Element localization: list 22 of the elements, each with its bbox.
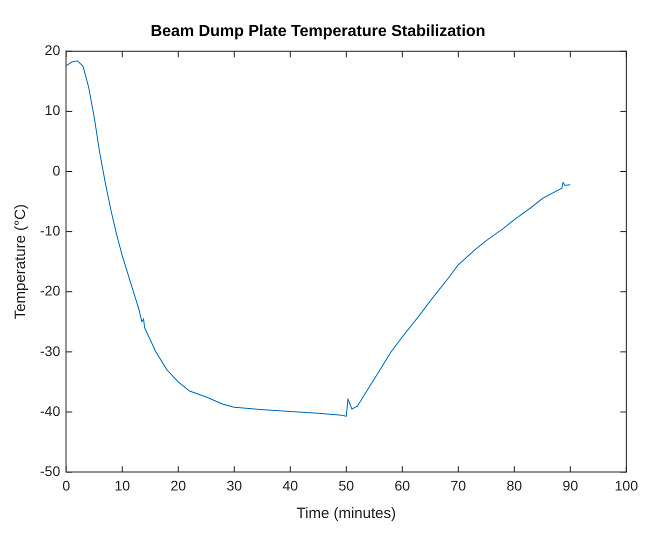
x-tick-label: 100 — [614, 477, 638, 494]
y-tick-label: 20 — [44, 42, 60, 58]
y-tick-label: -30 — [40, 342, 60, 359]
x-tick-label: 30 — [226, 477, 242, 494]
y-axis-title: Temperature (°C) — [12, 204, 30, 320]
x-tick-label: 0 — [62, 477, 70, 494]
x-tick-label: 50 — [338, 477, 354, 494]
x-tick-label: 10 — [114, 477, 130, 494]
y-tick-label: 0 — [52, 162, 60, 178]
y-tick-label: -50 — [40, 463, 60, 480]
x-tick-label: 60 — [394, 477, 410, 494]
y-tick-label: -40 — [40, 402, 60, 419]
x-tick-label: 70 — [450, 477, 466, 494]
y-tick-label: -10 — [40, 222, 60, 238]
x-tick-label: 40 — [282, 477, 298, 494]
y-tick-label: -20 — [40, 282, 60, 299]
chart-title: Beam Dump Plate Temperature Stabilization — [150, 23, 486, 40]
y-tick-label: 10 — [44, 102, 60, 118]
x-tick-label: 80 — [506, 477, 522, 494]
x-axis-title: Time (minutes) — [296, 505, 396, 522]
x-tick-label: 20 — [170, 477, 186, 494]
x-tick-label: 90 — [562, 477, 578, 494]
